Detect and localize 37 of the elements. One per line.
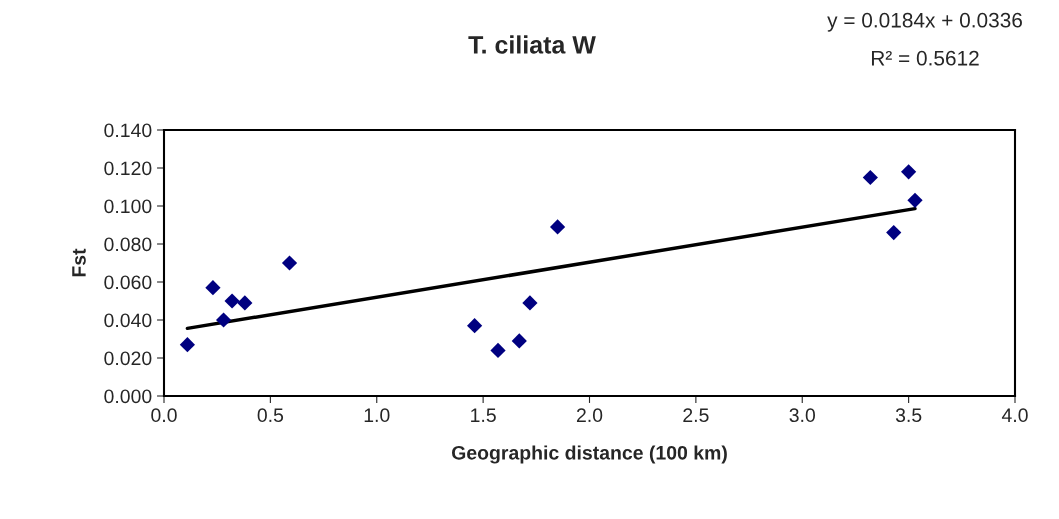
point — [281, 255, 298, 271]
point — [862, 169, 878, 186]
point — [522, 295, 538, 311]
point — [907, 192, 923, 208]
y-tick-label: 0.060 — [104, 275, 152, 290]
point — [886, 224, 902, 241]
x-tick-label: 1.5 — [471, 408, 496, 423]
point — [205, 280, 221, 296]
y-axis-title: Fst — [72, 248, 86, 277]
y-tick-label: 0.000 — [104, 389, 152, 404]
x-tick-label: 2.5 — [683, 408, 709, 423]
y-tick-label: 0.140 — [104, 123, 152, 138]
y-tick-label: 0.080 — [104, 237, 152, 252]
text: R² = 0.5612 — [871, 50, 979, 66]
x-tick-label: 1.0 — [364, 408, 390, 423]
x-tick-label: 0.0 — [151, 408, 177, 423]
point — [490, 342, 506, 359]
point — [511, 333, 527, 349]
point — [467, 318, 483, 334]
x-tick-label: 0.5 — [257, 408, 284, 423]
point — [237, 295, 253, 311]
point — [549, 219, 566, 235]
point — [215, 312, 232, 328]
point — [901, 164, 917, 180]
text: y = 0.0184x + 0.0336 — [827, 12, 1022, 32]
x-tick-label: 4.0 — [1001, 408, 1028, 423]
x-tick-label: 2.0 — [576, 408, 603, 423]
y-tick-label: 0.020 — [104, 351, 152, 366]
y-tick-label: 0.100 — [104, 199, 152, 214]
y-tick-label: 0.040 — [104, 313, 152, 328]
chart-title: T. ciliata W — [468, 35, 596, 54]
y-tick-label: 0.120 — [104, 161, 152, 176]
point — [224, 293, 240, 309]
x-tick-label: 3.5 — [895, 408, 922, 423]
point — [179, 337, 196, 353]
x-tick-label: 3.0 — [789, 408, 816, 423]
x-axis-title: Geographic distance (100 km) — [451, 445, 727, 464]
